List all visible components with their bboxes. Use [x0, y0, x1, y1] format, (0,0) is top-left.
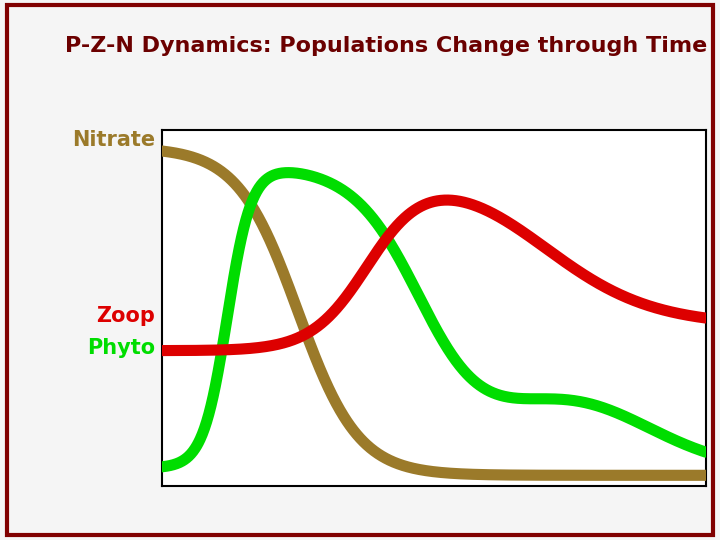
Text: Phyto: Phyto: [86, 338, 155, 359]
Text: Zoop: Zoop: [96, 306, 155, 326]
Text: Nitrate: Nitrate: [72, 130, 155, 151]
Text: P-Z-N Dynamics: Populations Change through Time: P-Z-N Dynamics: Populations Change throu…: [65, 36, 707, 56]
